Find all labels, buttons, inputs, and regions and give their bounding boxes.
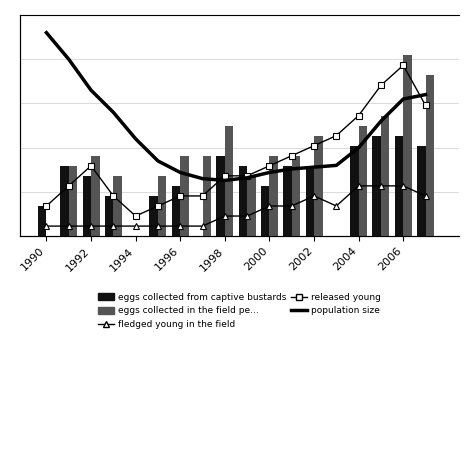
Bar (105, 196, 113, 236)
Bar (158, 176, 166, 236)
Bar (426, 75, 434, 236)
Legend: eggs collected from captive bustards, eggs collected in the field pe..., fledged: eggs collected from captive bustards, eg… (94, 289, 384, 333)
Bar (38, 206, 46, 236)
Bar (261, 186, 269, 236)
Bar (113, 176, 122, 236)
Bar (91, 156, 100, 236)
Bar (373, 136, 381, 236)
Bar (283, 166, 292, 236)
Bar (149, 196, 158, 236)
Bar (225, 126, 233, 236)
Bar (292, 156, 300, 236)
Bar (359, 126, 367, 236)
Bar (417, 146, 426, 236)
Bar (247, 176, 255, 236)
Bar (180, 156, 189, 236)
Bar (216, 156, 225, 236)
Bar (306, 166, 314, 236)
Bar (82, 176, 91, 236)
Bar (60, 166, 69, 236)
Bar (172, 186, 180, 236)
Bar (350, 146, 359, 236)
Bar (403, 55, 412, 236)
Bar (202, 156, 211, 236)
Bar (314, 136, 322, 236)
Bar (269, 156, 278, 236)
Bar (381, 116, 390, 236)
Bar (69, 166, 77, 236)
Bar (395, 136, 403, 236)
Bar (239, 166, 247, 236)
